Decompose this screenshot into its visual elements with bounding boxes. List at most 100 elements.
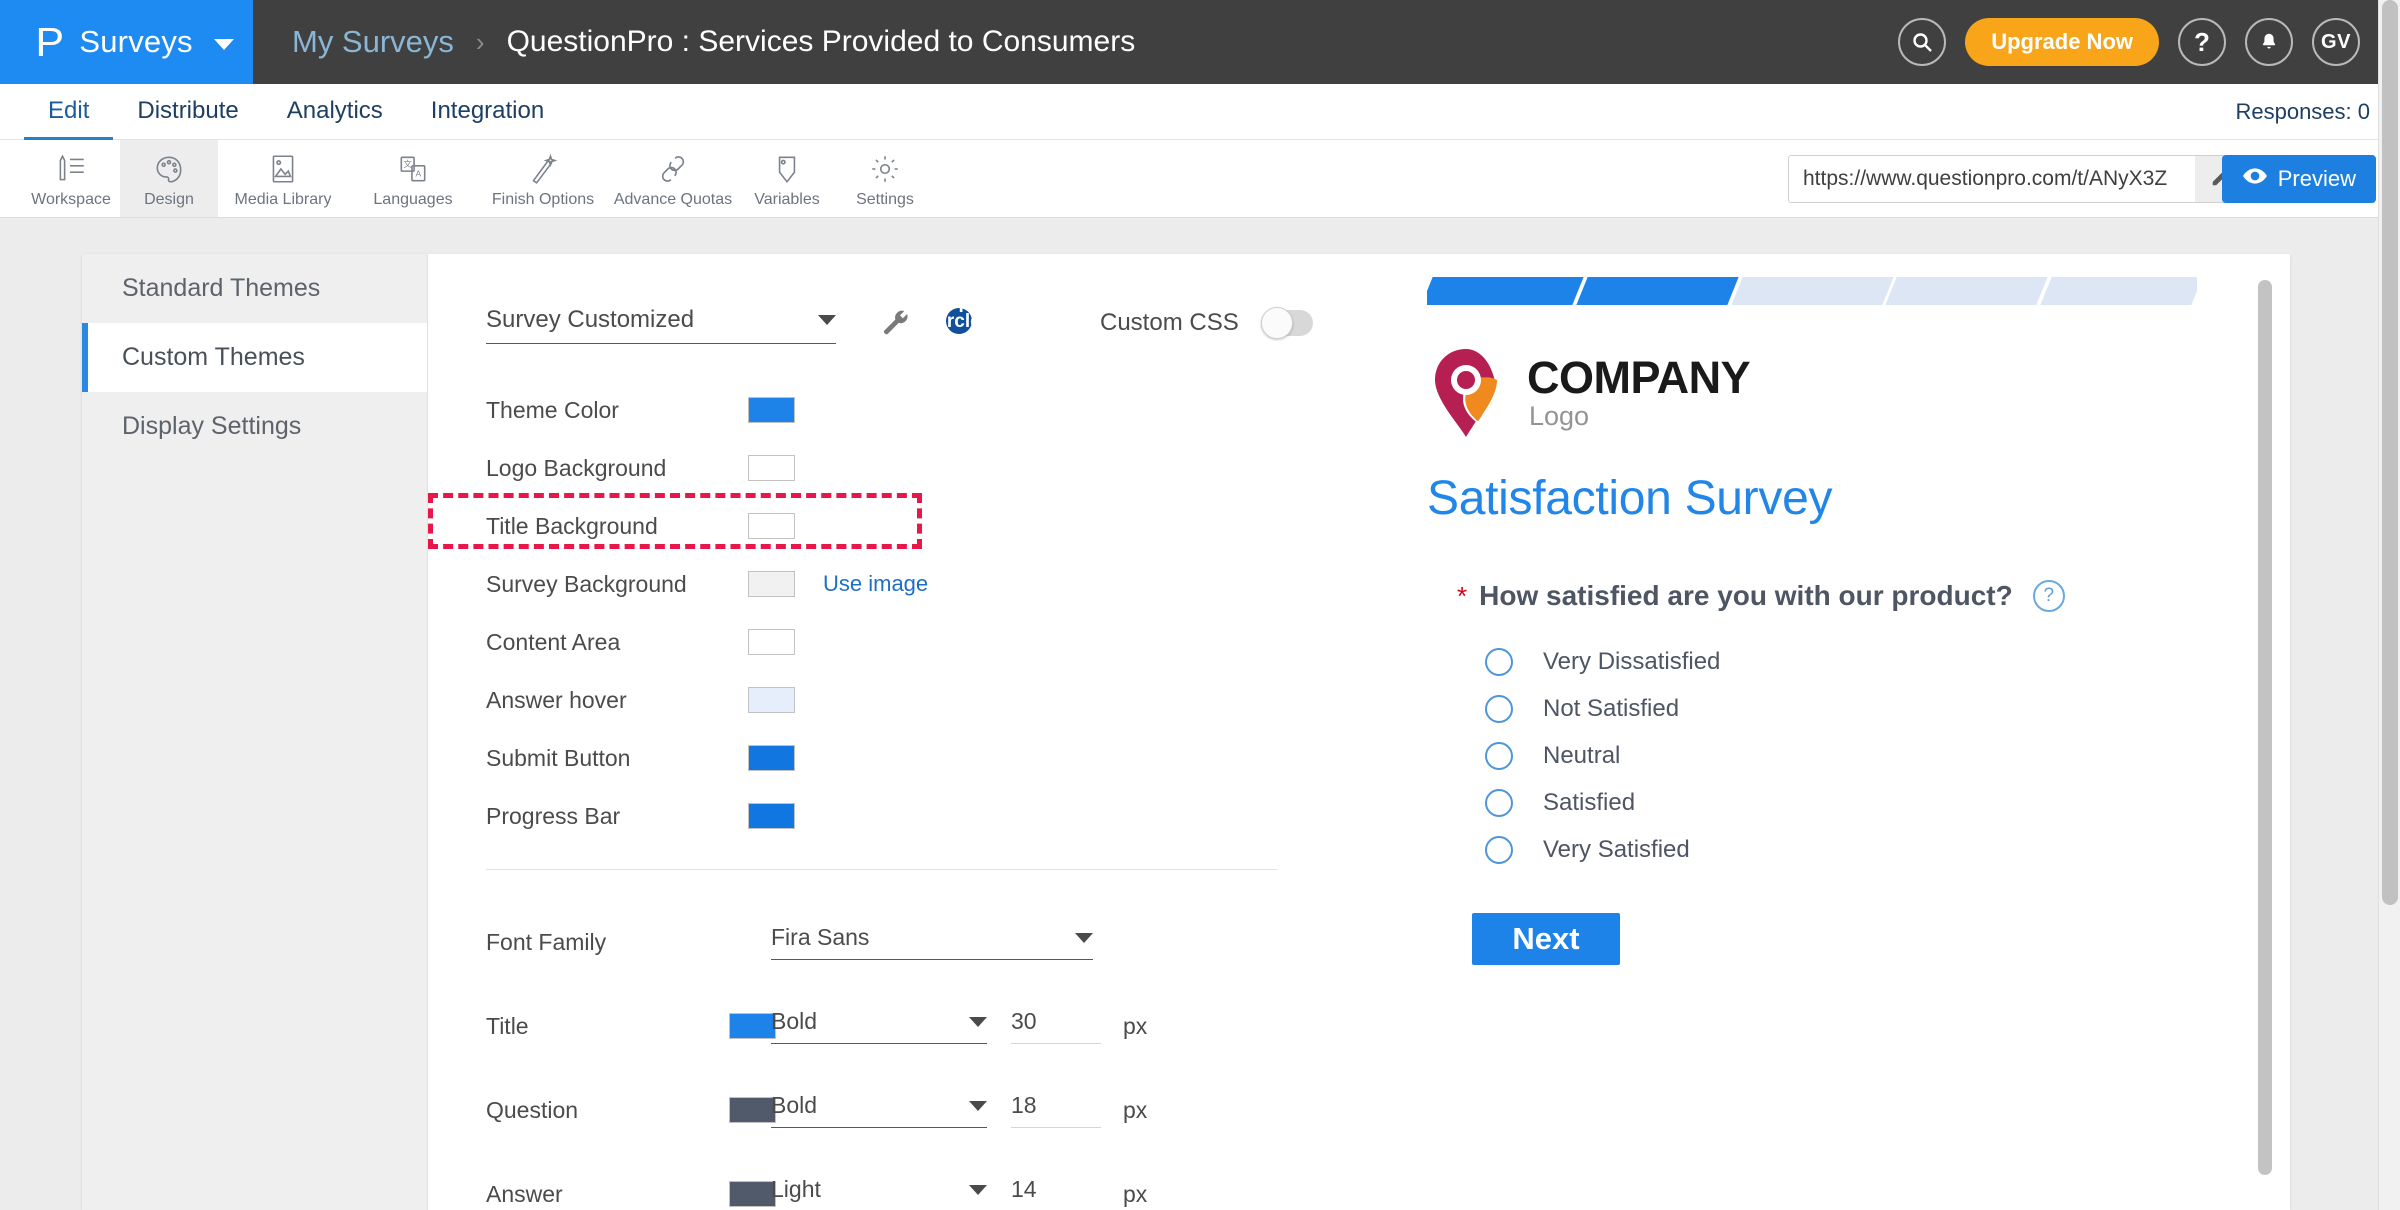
color-swatch-title-background[interactable] xyxy=(748,513,795,539)
color-label-submit-button: Submit Button xyxy=(486,744,631,771)
preview-scrollbar[interactable] xyxy=(2258,280,2272,1180)
notifications-button[interactable] xyxy=(2245,18,2293,66)
themes-nav-item-display-settings[interactable]: Display Settings xyxy=(122,412,302,440)
primary-nav: Edit Distribute Analytics Integration Re… xyxy=(0,84,2400,140)
company-logo: COMPANY Logo xyxy=(1427,347,2290,439)
stage: Standard Themes Custom Themes Display Se… xyxy=(0,218,2400,1210)
brand-surveys-menu[interactable]: P Surveys xyxy=(0,0,253,84)
chevron-down-icon xyxy=(969,1100,987,1111)
color-swatch-theme-color[interactable] xyxy=(748,397,795,423)
progress-segment xyxy=(2040,277,2197,305)
survey-option-very-dissatisfied[interactable]: Very Dissatisfied xyxy=(1485,638,2290,685)
svg-text:A: A xyxy=(415,168,421,178)
breadcrumb: My Surveys › QuestionPro : Services Prov… xyxy=(253,24,1898,60)
design-toolbar: Workspace Design Media Library xyxy=(0,140,2400,218)
map-pin-logo-icon xyxy=(1427,347,1505,439)
color-swatch-logo-background[interactable] xyxy=(748,455,795,481)
color-swatch-submit-button[interactable] xyxy=(748,745,795,771)
radio-icon[interactable] xyxy=(1485,694,1513,723)
font-size-input-answer[interactable]: 14 xyxy=(1011,1176,1101,1210)
toolbar-item-design[interactable]: Design xyxy=(120,140,218,217)
tab-analytics[interactable]: Analytics xyxy=(286,96,383,124)
custom-css-toggle[interactable] xyxy=(1260,307,1313,339)
magic-wand-icon xyxy=(526,152,560,186)
color-row-theme-color: Theme Color xyxy=(486,381,1333,439)
chevron-down-icon xyxy=(1075,932,1093,943)
progress-segment xyxy=(1885,277,2048,305)
tab-integration[interactable]: Integration xyxy=(430,96,545,124)
radio-icon[interactable] xyxy=(1485,788,1513,817)
toolbar-item-advance-quotas[interactable]: Advance Quotas xyxy=(608,140,738,217)
radio-icon[interactable] xyxy=(1485,741,1513,770)
pencil-icon xyxy=(2210,166,2232,193)
help-circle-icon[interactable]: help-circle-icon xyxy=(931,291,987,351)
question-help-icon[interactable]: ? xyxy=(2032,580,2065,612)
survey-url-value: https://www.questionpro.com/t/ANyX3Z xyxy=(1803,167,2168,190)
avatar[interactable]: GV xyxy=(2312,18,2360,66)
font-size-input-question[interactable]: 18 xyxy=(1011,1092,1101,1128)
toolbar-item-settings[interactable]: Settings xyxy=(836,140,934,217)
color-swatch-content-area[interactable] xyxy=(748,629,795,655)
breadcrumb-current-survey: QuestionPro : Services Provided to Consu… xyxy=(506,25,1136,58)
survey-option-neutral[interactable]: Neutral xyxy=(1485,732,2290,779)
font-color-swatch-title[interactable] xyxy=(729,1013,776,1039)
tab-distribute[interactable]: Distribute xyxy=(137,96,239,124)
survey-preview-pane: COMPANY Logo Satisfaction Survey * How s… xyxy=(1333,254,2290,1210)
color-swatch-progress-bar[interactable] xyxy=(748,803,795,829)
toolbar-item-variables[interactable]: Variables xyxy=(738,140,836,217)
font-color-swatch-question[interactable] xyxy=(729,1097,776,1123)
toolbar-item-workspace[interactable]: Workspace xyxy=(22,140,120,217)
tab-edit[interactable]: Edit xyxy=(24,84,114,140)
chevron-down-icon xyxy=(213,38,234,50)
font-size-unit-question: px xyxy=(1123,1096,1148,1123)
survey-option-not-satisfied[interactable]: Not Satisfied xyxy=(1485,685,2290,732)
responses-count: Responses: 0 xyxy=(2235,98,2370,124)
survey-option-very-satisfied[interactable]: Very Satisfied xyxy=(1485,826,2290,873)
toolbar-label-media-library: Media Library xyxy=(234,190,332,208)
font-color-swatch-answer[interactable] xyxy=(729,1181,776,1207)
font-weight-select-title[interactable]: Bold xyxy=(771,1008,987,1044)
help-button[interactable]: ? xyxy=(2178,18,2226,66)
search-button[interactable] xyxy=(1898,18,1947,66)
color-label-content-area: Content Area xyxy=(486,628,621,655)
survey-options-list: Very Dissatisfied Not Satisfied Neutral … xyxy=(1485,638,2290,873)
use-image-link[interactable]: Use image xyxy=(823,571,929,596)
font-weight-select-answer[interactable]: Light xyxy=(771,1176,987,1210)
breadcrumb-my-surveys[interactable]: My Surveys xyxy=(292,24,454,59)
bell-icon xyxy=(2258,31,2280,53)
survey-question-text: How satisfied are you with our product? xyxy=(1479,580,2013,611)
color-row-title-background: Title Background xyxy=(486,497,1333,555)
theme-preset-select[interactable]: Survey Customized xyxy=(486,306,836,344)
themes-nav-item-standard-themes[interactable]: Standard Themes xyxy=(122,274,321,302)
toolbar-item-languages[interactable]: 文 A Languages xyxy=(348,140,478,217)
toolbar-item-media-library[interactable]: Media Library xyxy=(218,140,348,217)
color-label-survey-background: Survey Background xyxy=(486,570,687,597)
survey-next-button[interactable]: Next xyxy=(1472,913,1620,965)
page-scrollbar[interactable] xyxy=(2378,0,2400,1210)
survey-url-field[interactable]: https://www.questionpro.com/t/ANyX3Z xyxy=(1788,155,2248,203)
color-swatch-survey-background[interactable] xyxy=(748,571,795,597)
progress-segment xyxy=(1427,277,1584,305)
font-weight-value-answer: Light xyxy=(771,1176,821,1202)
preview-scrollbar-thumb[interactable] xyxy=(2258,280,2272,1175)
toolbar-label-variables: Variables xyxy=(754,190,820,208)
toolbar-item-finish-options[interactable]: Finish Options xyxy=(478,140,608,217)
radio-icon[interactable] xyxy=(1485,835,1513,864)
font-weight-value-question: Bold xyxy=(771,1092,818,1118)
page-scrollbar-thumb[interactable] xyxy=(2382,0,2398,905)
wrench-icon[interactable] xyxy=(880,307,910,342)
upgrade-now-button[interactable]: Upgrade Now xyxy=(1965,18,2159,66)
font-size-input-title[interactable]: 30 xyxy=(1011,1008,1101,1044)
progress-segment xyxy=(1730,277,1894,305)
chevron-down-icon xyxy=(969,1184,987,1195)
color-label-answer-hover: Answer hover xyxy=(486,686,627,713)
breadcrumb-separator-icon: › xyxy=(475,26,485,57)
option-label: Very Dissatisfied xyxy=(1543,647,1721,675)
font-weight-select-question[interactable]: Bold xyxy=(771,1092,987,1128)
themes-nav-item-custom-themes[interactable]: Custom Themes xyxy=(82,323,427,392)
radio-icon[interactable] xyxy=(1485,647,1513,676)
survey-option-satisfied[interactable]: Satisfied xyxy=(1485,779,2290,826)
font-family-select[interactable]: Fira Sans xyxy=(771,924,1093,960)
preview-button[interactable]: Preview xyxy=(2221,155,2376,203)
color-swatch-answer-hover[interactable] xyxy=(748,687,795,713)
